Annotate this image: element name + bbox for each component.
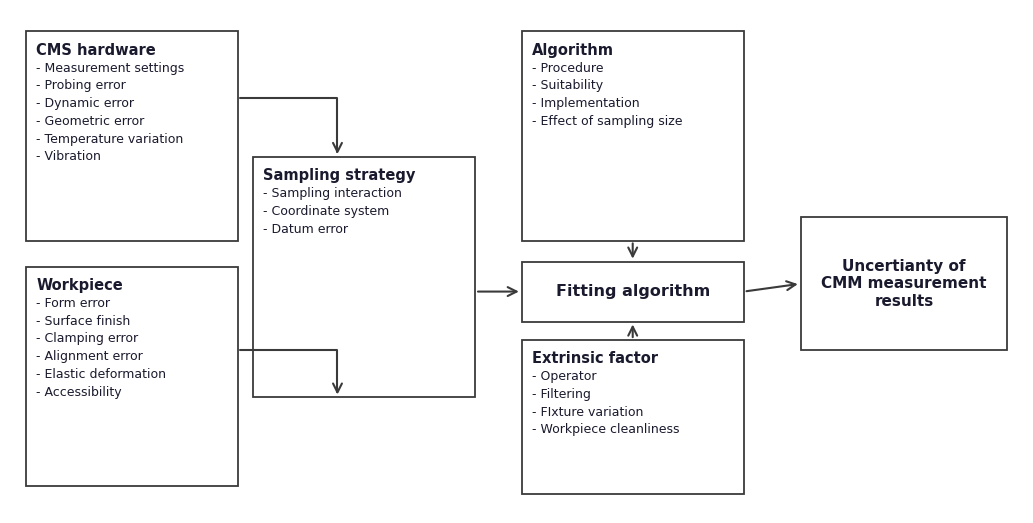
Text: Algorithm: Algorithm: [532, 43, 614, 58]
Text: - Suitability: - Suitability: [532, 79, 603, 93]
Text: Extrinsic factor: Extrinsic factor: [532, 351, 658, 367]
Text: - Temperature variation: - Temperature variation: [36, 133, 184, 146]
Text: - Sampling interaction: - Sampling interaction: [263, 187, 402, 200]
Text: - Datum error: - Datum error: [263, 223, 348, 236]
Text: - Operator: - Operator: [532, 370, 596, 383]
FancyBboxPatch shape: [522, 262, 744, 322]
Text: - Clamping error: - Clamping error: [36, 333, 138, 346]
FancyBboxPatch shape: [26, 31, 238, 241]
Text: - Effect of sampling size: - Effect of sampling size: [532, 115, 683, 128]
Text: - Probing error: - Probing error: [36, 79, 126, 93]
Text: - Dynamic error: - Dynamic error: [36, 97, 134, 110]
FancyBboxPatch shape: [801, 217, 1007, 350]
Text: - Implementation: - Implementation: [532, 97, 639, 110]
Text: Workpiece: Workpiece: [36, 278, 123, 293]
Text: - Form error: - Form error: [36, 297, 111, 310]
Text: - FIxture variation: - FIxture variation: [532, 406, 644, 419]
Text: - Measurement settings: - Measurement settings: [36, 62, 185, 75]
Text: CMS hardware: CMS hardware: [36, 43, 156, 58]
Text: - Vibration: - Vibration: [36, 151, 101, 164]
FancyBboxPatch shape: [253, 157, 475, 397]
Text: - Workpiece cleanliness: - Workpiece cleanliness: [532, 424, 680, 437]
Text: Sampling strategy: Sampling strategy: [263, 168, 416, 184]
Text: - Accessibility: - Accessibility: [36, 386, 122, 399]
Text: - Surface finish: - Surface finish: [36, 315, 130, 328]
Text: - Procedure: - Procedure: [532, 62, 603, 75]
FancyBboxPatch shape: [26, 267, 238, 486]
Text: - Alignment error: - Alignment error: [36, 350, 143, 363]
FancyBboxPatch shape: [522, 340, 744, 494]
FancyBboxPatch shape: [522, 31, 744, 241]
Text: - Geometric error: - Geometric error: [36, 115, 145, 128]
Text: - Coordinate system: - Coordinate system: [263, 205, 389, 218]
Text: - Elastic deformation: - Elastic deformation: [36, 368, 166, 381]
Text: Fitting algorithm: Fitting algorithm: [556, 284, 710, 299]
Text: Uncertianty of
CMM measurement
results: Uncertianty of CMM measurement results: [821, 259, 987, 309]
Text: - Filtering: - Filtering: [532, 388, 591, 401]
